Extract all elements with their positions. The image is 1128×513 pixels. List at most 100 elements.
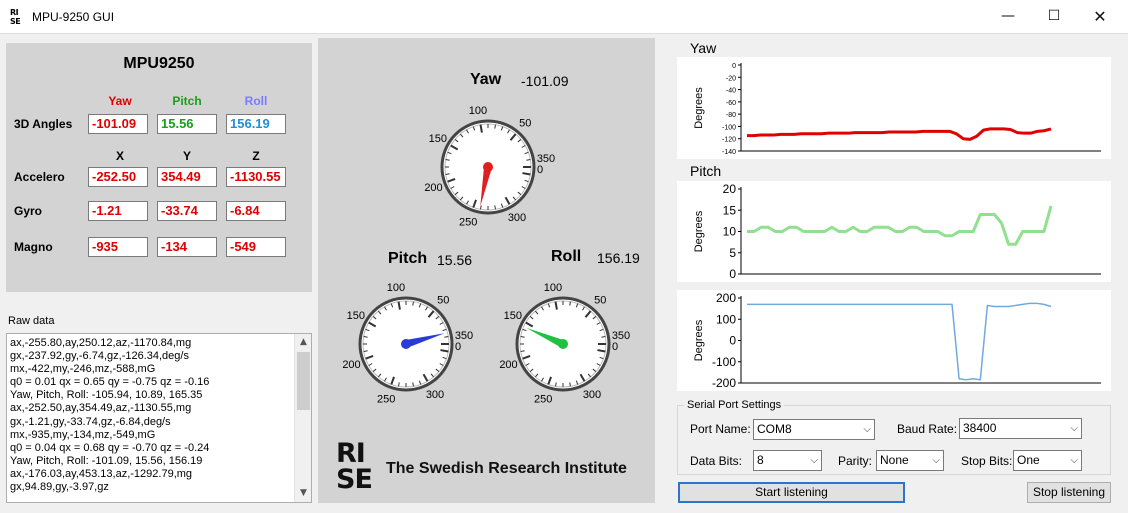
pitch-gauge-tick-label: 350: [455, 330, 473, 342]
yaw-gauge-tick: [459, 133, 464, 138]
roll-gauge-tick-label: 200: [499, 359, 517, 371]
pitch-gauge-tick-label: 250: [377, 394, 395, 406]
pitch-gauge-tick: [390, 303, 394, 308]
port-name-select[interactable]: COM8 ⌵: [753, 419, 875, 440]
pitch-gauge-tick-label: 50: [437, 295, 449, 307]
mag-z-field[interactable]: -549: [226, 237, 286, 257]
chart-y-tick-label: 200: [716, 291, 736, 305]
scroll-down-arrow-icon[interactable]: ▼: [300, 488, 307, 498]
roll-gauge-tick-label: 250: [534, 394, 552, 406]
yaw-value-field[interactable]: -101.09: [88, 114, 148, 134]
z-header: Z: [252, 149, 260, 163]
roll-value-field[interactable]: 156.19: [226, 114, 286, 134]
roll-gauge-tick: [579, 373, 586, 382]
raw-data-line: gx,-1.21,gy,-33.74,gz,-6.84,deg/s: [10, 415, 171, 428]
raw-data-line: q0 = 0.01 qx = 0.65 qy = -0.75 qz = -0.1…: [10, 376, 210, 389]
pitch-gauge-tick: [363, 350, 368, 352]
chevron-down-icon: ⌵: [1070, 423, 1078, 434]
chevron-down-icon: ⌵: [810, 455, 818, 466]
mag-x-field[interactable]: -935: [88, 237, 148, 257]
accel-x-field[interactable]: -252.50: [88, 167, 148, 187]
scroll-thumb[interactable]: [297, 352, 310, 410]
app-icon-line-2: SE: [10, 17, 21, 26]
yaw-gauge-tick: [521, 186, 526, 189]
serial-port-settings-group: [677, 405, 1111, 475]
pitch-chart-plot: 20 15 10 5 0 Degrees: [693, 182, 1101, 281]
pitch-gauge-tick: [418, 303, 422, 308]
roll-gauge-tick: [534, 373, 539, 378]
pitch-value-field[interactable]: 15.56: [157, 114, 217, 134]
chart-y-axis-label: Degrees: [693, 87, 705, 129]
yaw-gauge-tick: [494, 124, 496, 129]
roll-gauge-needle: [526, 327, 565, 348]
chart-y-tick-label: 10: [723, 225, 737, 239]
gyro-z-field[interactable]: -6.84: [226, 201, 286, 221]
raw-data-line: gx,94.89,gy,-3.97,gz: [10, 481, 109, 494]
chart-y-tick-label: 100: [716, 312, 736, 326]
pitch-gauge-tick: [442, 328, 447, 332]
pitch-gauge-tick-label: 200: [342, 359, 360, 371]
pitch-gauge-tick: [372, 315, 377, 320]
pitch-chart: 20 15 10 5 0 Degrees: [677, 181, 1111, 282]
raw-data-line: ax,-255.80,ay,250.12,az,-1170.84,mg: [10, 337, 192, 349]
roll-gauge-tick-label: 100: [544, 282, 562, 294]
pitch-gauge-tick: [422, 373, 429, 382]
port-name-label: Port Name:: [690, 422, 751, 436]
baud-rate-select[interactable]: 38400 ⌵: [959, 418, 1082, 439]
roll-gauge-tick: [599, 356, 604, 360]
chart-y-tick-label: 0: [729, 267, 736, 281]
yaw-gauge: 0 50 100 150 200 250 300 350: [424, 105, 555, 229]
mag-y-field[interactable]: -134: [157, 237, 217, 257]
roll-gauge-tick-label: 300: [583, 389, 601, 401]
chart-y-tick-label: -100: [722, 124, 736, 131]
pitch-gauge-tick: [440, 349, 449, 353]
roll-gauge-tick: [596, 322, 601, 325]
rise-logo: RI SE: [336, 438, 380, 495]
roll-gauge-tick: [525, 363, 530, 366]
pitch-gauge-tick: [390, 376, 395, 385]
rise-logo-line-1: RI: [336, 438, 366, 469]
roll-gauge-tick-label: 50: [594, 295, 606, 307]
chart-y-tick-label: 5: [729, 246, 736, 260]
roll-gauge: 0 50 100 150 200 250 300 350: [499, 282, 630, 406]
raw-data-line: Yaw, Pitch, Roll: -101.09, 15.56, 156.19: [10, 454, 203, 467]
roll-header: Roll: [244, 94, 268, 108]
raw-data-line: q0 = 0.04 qx = 0.68 qy = -0.70 qz = -0.2…: [10, 441, 210, 454]
roll-gauge-tick: [575, 380, 579, 385]
accel-y-field[interactable]: 354.49: [157, 167, 217, 187]
yaw-gauge-tick: [472, 126, 476, 131]
yaw-gauge-tick-label: 250: [459, 217, 477, 229]
yaw-gauge-tick: [466, 129, 469, 134]
pitch-gauge-value: 15.56: [437, 252, 473, 268]
start-listening-button[interactable]: Start listening: [678, 482, 905, 503]
roll-chart-plot: 200 100 0 -100 -200 Degrees: [693, 291, 1101, 390]
minimize-button[interactable]: —: [1001, 8, 1015, 24]
stop-listening-button[interactable]: Stop listening: [1027, 482, 1111, 503]
chevron-down-icon: ⌵: [932, 455, 940, 466]
data-bits-select[interactable]: 8 ⌵: [753, 450, 822, 471]
scroll-up-arrow-icon[interactable]: ▲: [300, 337, 307, 347]
maximize-button[interactable]: ☐: [1047, 8, 1061, 24]
roll-gauge-tick: [601, 336, 606, 338]
roll-gauge-tick: [575, 303, 579, 308]
x-header: X: [115, 149, 124, 163]
yaw-gauge-tick: [522, 172, 531, 176]
accel-z-field[interactable]: -1130.55: [226, 167, 286, 187]
pitch-gauge-tick: [377, 373, 382, 378]
port-name-value: COM8: [757, 422, 792, 436]
serial-settings-title: Serial Port Settings: [684, 399, 785, 411]
raw-data-textarea[interactable]: ax,-255.80,ay,250.12,az,-1170.84,mg gx,-2…: [6, 333, 312, 503]
window-title: MPU-9250 GUI: [32, 10, 115, 24]
stop-bits-select[interactable]: One ⌵: [1013, 450, 1082, 471]
yaw-gauge-tick: [507, 129, 510, 134]
parity-select[interactable]: None ⌵: [876, 450, 944, 471]
close-button[interactable]: ✕: [1093, 7, 1107, 26]
pitch-header: Pitch: [172, 94, 202, 108]
gyro-x-field[interactable]: -1.21: [88, 201, 148, 221]
gyro-y-field[interactable]: -33.74: [157, 201, 217, 221]
raw-data-scrollbar[interactable]: ▲ ▼: [294, 334, 311, 502]
roll-gauge-tick: [592, 368, 597, 373]
sensor-title: MPU9250: [123, 55, 195, 72]
rise-logo-line-2: SE: [336, 464, 373, 495]
chart-y-tick-label: -120: [722, 137, 736, 144]
